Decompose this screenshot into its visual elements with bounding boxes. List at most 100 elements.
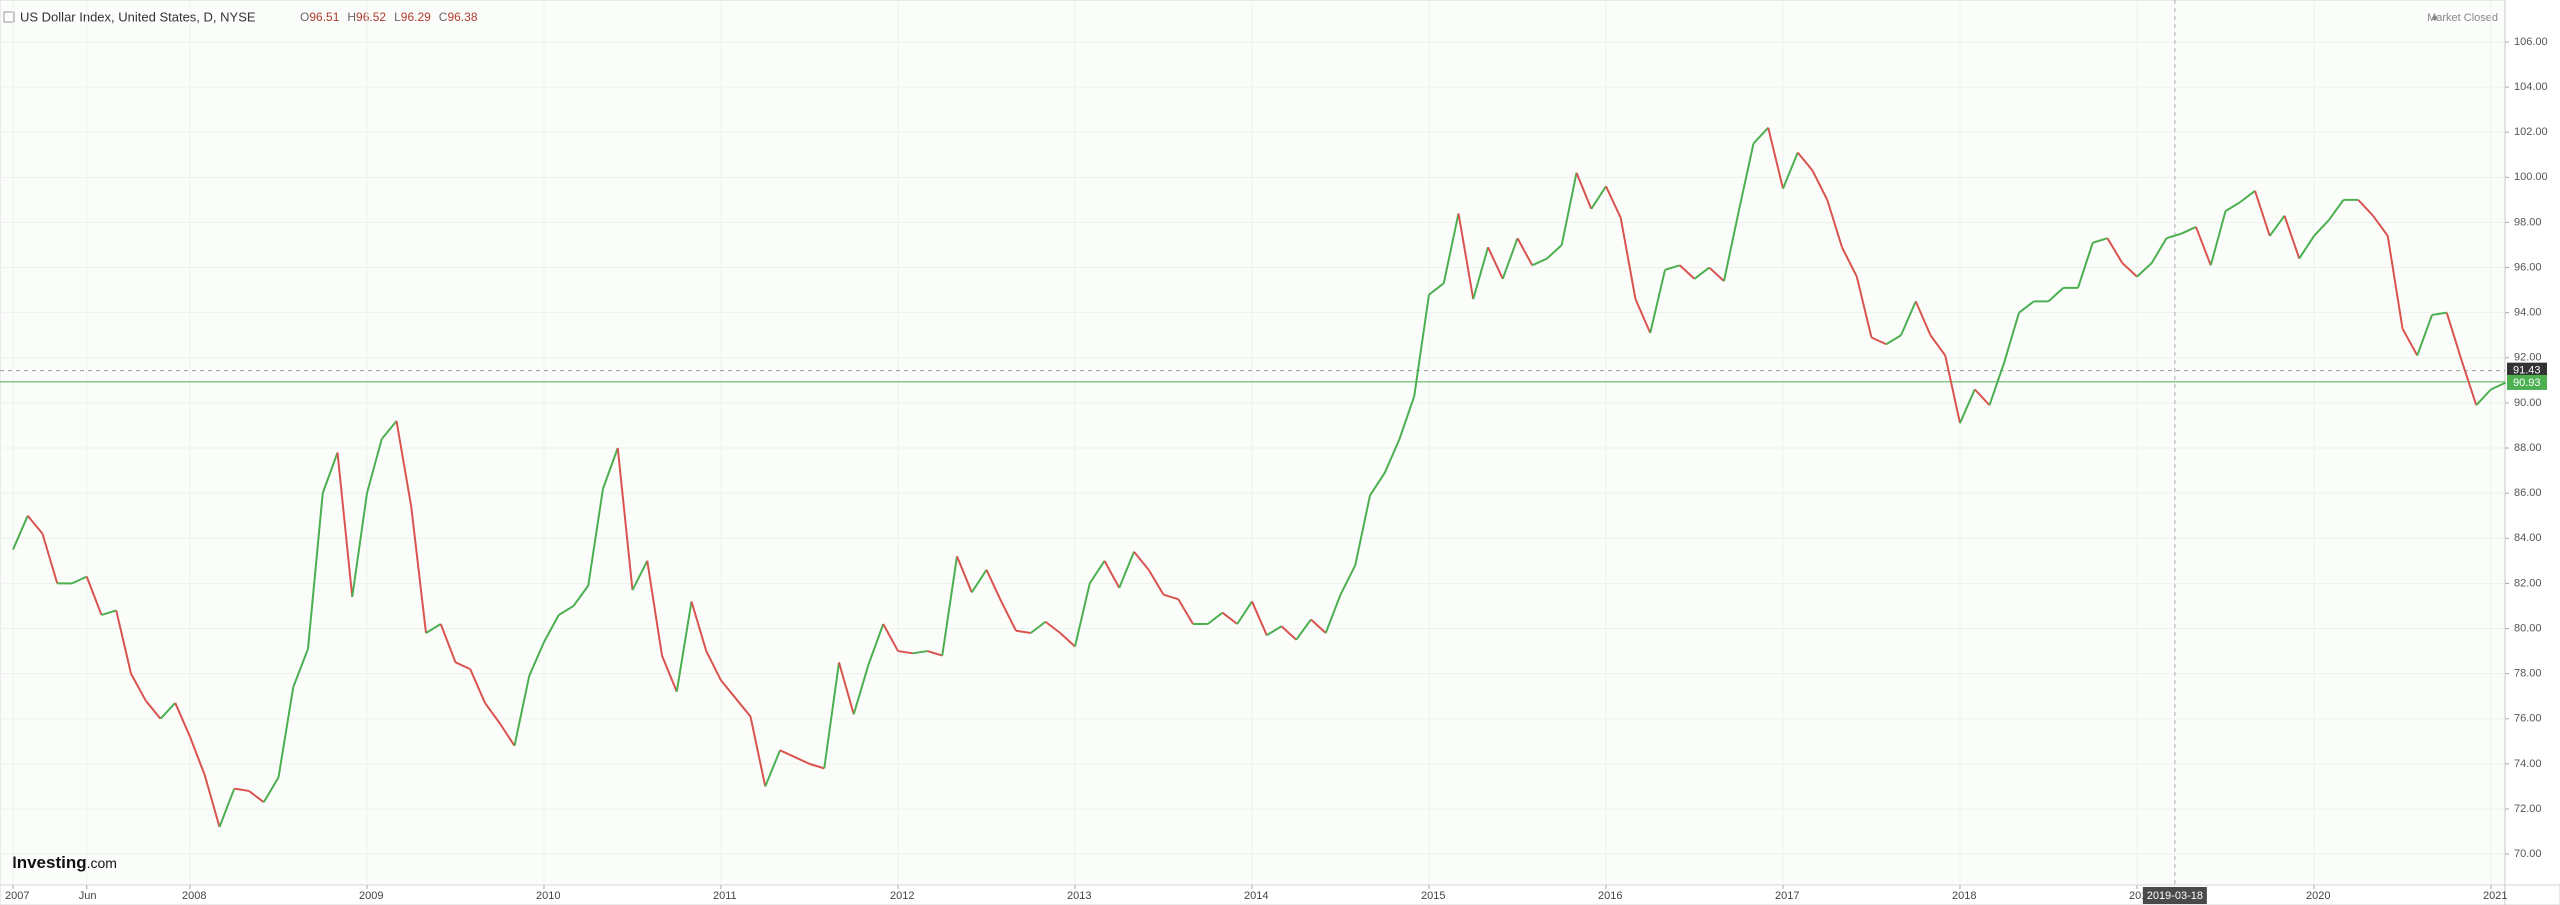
price-segment <box>1103 560 1121 589</box>
price-segment <box>528 641 545 677</box>
x-tick-label: 2013 <box>1067 890 1091 902</box>
price-segment <box>2209 210 2227 266</box>
y-tick-label: 80.00 <box>2514 622 2542 634</box>
price-segment <box>1605 185 1622 219</box>
y-tick-label: 106.00 <box>2514 36 2548 48</box>
price-segment <box>2018 300 2035 314</box>
price-segment <box>1929 334 1947 357</box>
price-segment <box>1236 600 1253 625</box>
price-segment <box>1679 264 1696 280</box>
price-segment <box>336 452 354 598</box>
price-segment <box>2047 287 2064 303</box>
price-segment <box>85 576 103 616</box>
price-segment <box>307 493 324 649</box>
price-segment <box>912 650 928 655</box>
price-segment <box>1767 127 1784 189</box>
x-tick-label: 2020 <box>2306 890 2330 902</box>
price-segment <box>174 702 191 738</box>
y-tick-label: 98.00 <box>2514 216 2542 228</box>
price-segment <box>985 569 1003 602</box>
price-segment <box>1133 551 1150 571</box>
price-segment <box>484 702 501 724</box>
price-segment <box>1059 632 1076 648</box>
price-segment <box>1088 560 1106 584</box>
price-segment <box>1634 298 1652 334</box>
price-segment <box>1457 213 1475 300</box>
price-segment <box>1649 269 1666 334</box>
y-tick-label: 94.00 <box>2514 307 2542 319</box>
price-segment <box>1516 237 1534 266</box>
price-segment <box>1044 620 1061 634</box>
price-segment <box>366 438 383 494</box>
price-segment <box>1826 199 1843 248</box>
y-tick-label: 74.00 <box>2514 758 2542 770</box>
current-price-badge <box>2507 374 2547 390</box>
price-segment <box>159 702 176 720</box>
price-segment <box>1147 569 1165 596</box>
price-segment <box>1383 438 1401 474</box>
price-segment <box>749 716 767 787</box>
price-segment <box>513 675 531 747</box>
y-tick-label: 82.00 <box>2514 577 2542 589</box>
price-segment <box>720 679 737 700</box>
y-tick-label: 72.00 <box>2514 803 2542 815</box>
price-segment <box>1796 151 1814 172</box>
price-segment <box>587 488 604 586</box>
price-segment <box>1015 629 1031 635</box>
ohlc-value: 96.29 <box>401 10 431 24</box>
price-segment <box>1487 246 1504 280</box>
price-segment <box>2431 311 2447 316</box>
x-tick-label: Jun <box>79 890 97 902</box>
price-segment <box>2416 314 2433 356</box>
price-segment <box>705 650 722 681</box>
price-segment <box>1560 172 1578 246</box>
price-segment <box>1000 600 1017 632</box>
price-segment <box>248 790 265 804</box>
price-segment <box>572 585 590 607</box>
y-tick-label: 86.00 <box>2514 487 2542 499</box>
price-segment <box>1988 361 2006 406</box>
price-segment <box>1442 213 1460 284</box>
price-segment <box>2357 199 2374 217</box>
price-segment <box>1914 300 1932 336</box>
price-segment <box>941 556 958 656</box>
y-tick-label: 88.00 <box>2514 442 2542 454</box>
price-segment <box>1266 625 1283 637</box>
price-segment <box>1900 300 1917 336</box>
price-segment <box>1531 257 1548 267</box>
price-segment <box>1752 127 1769 145</box>
price-segment <box>1855 276 1873 338</box>
price-segment <box>1339 564 1357 596</box>
price-segment <box>351 493 368 598</box>
price-segment <box>2372 215 2389 237</box>
price-segment <box>1413 294 1430 397</box>
last-price-badge <box>2507 362 2547 378</box>
crosshair-label: 2019-03-18 <box>2147 890 2203 902</box>
status-dot: ● <box>2431 12 2438 24</box>
price-segment <box>498 722 516 747</box>
collapse-icon[interactable] <box>3 11 15 23</box>
price-segment <box>1959 388 1976 424</box>
price-segment <box>1030 620 1047 634</box>
price-segment <box>1324 594 1342 634</box>
price-segment <box>602 447 619 489</box>
y-tick-label: 104.00 <box>2514 81 2548 93</box>
price-segment <box>439 623 457 663</box>
price-segment <box>262 776 280 803</box>
price-segment <box>1590 185 1607 210</box>
price-segment <box>1398 395 1416 440</box>
price-segment <box>1871 336 1887 346</box>
price-segment <box>2445 312 2463 361</box>
price-segment <box>558 605 575 616</box>
price-segment <box>425 623 442 634</box>
price-segment <box>115 610 132 674</box>
price-segment <box>1974 388 1991 406</box>
price-segment <box>1782 152 1799 189</box>
logo-suffix: .com <box>87 855 117 871</box>
price-segment <box>543 614 560 643</box>
price-segment <box>616 447 634 591</box>
x-tick-label: 2017 <box>1775 890 1799 902</box>
price-segment <box>1811 170 1829 201</box>
